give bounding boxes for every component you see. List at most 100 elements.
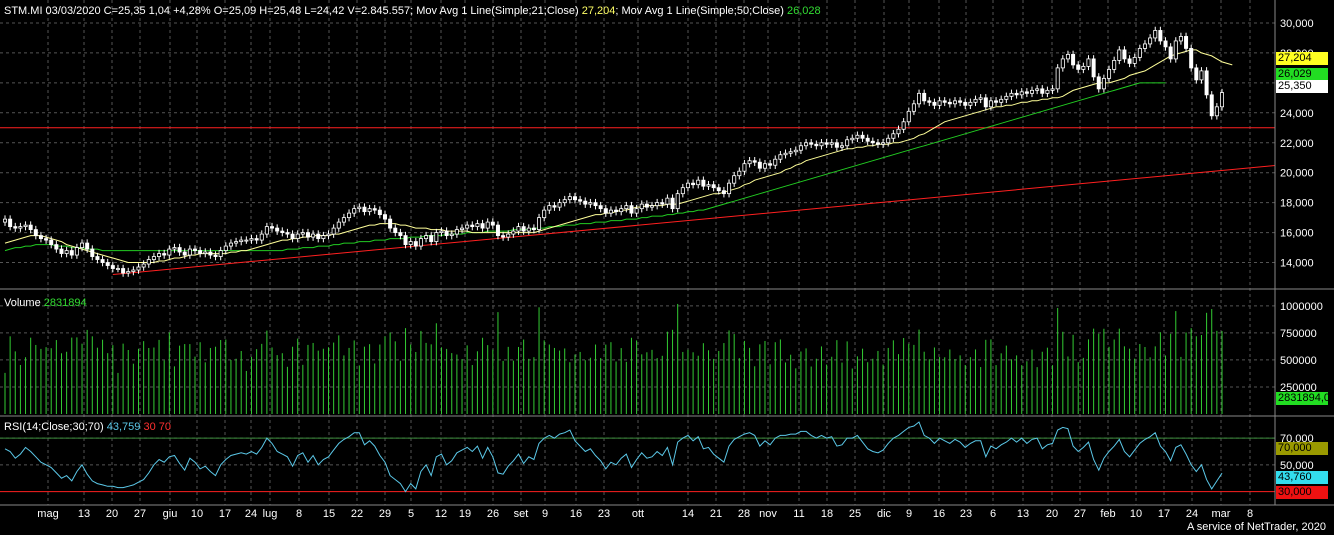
candle-body: [321, 235, 326, 239]
ma21-label: Mov Avg 1 Line(Simple;21;Close): [416, 5, 579, 17]
x-tick-label: 23: [960, 508, 972, 520]
candle-body: [398, 232, 403, 236]
volume-tag: 2831894,0: [1276, 392, 1328, 405]
candle-body: [470, 224, 475, 228]
candle-body: [1153, 30, 1158, 39]
candle-body: [685, 182, 690, 189]
candle-body: [608, 209, 613, 214]
candle-body: [192, 248, 197, 251]
candle-body: [696, 179, 701, 186]
candle-body: [33, 229, 38, 236]
candle-body: [382, 214, 387, 220]
credit-text: A service of NetTrader, 2020: [1187, 521, 1326, 533]
trend-lines: [0, 127, 1276, 276]
candle-body: [347, 212, 352, 219]
candle-body: [13, 226, 18, 229]
ma50-label: Mov Avg 1 Line(Simple;50;Close): [621, 5, 784, 17]
candle-body: [105, 262, 110, 266]
candle-body: [922, 92, 927, 102]
rsi-series-line: [4, 421, 1223, 493]
x-tick-label: 17: [219, 508, 231, 520]
candle-body: [434, 232, 439, 242]
candle-body: [999, 98, 1004, 103]
candle-body: [270, 226, 275, 229]
ma21-price-tag: 27,204: [1276, 52, 1328, 65]
rsi-high: 70: [158, 421, 172, 433]
candle-body: [141, 263, 146, 268]
candle-body: [444, 230, 449, 236]
candle-body: [798, 145, 803, 151]
x-tick-label: 12: [435, 508, 447, 520]
candle-body: [572, 196, 577, 201]
candle-body: [634, 208, 639, 214]
candle-body: [650, 205, 655, 208]
candle-body: [773, 158, 778, 166]
volume-tick-label: 1000000: [1280, 301, 1323, 313]
candle-body: [881, 142, 886, 145]
x-tick-label: 28: [738, 508, 750, 520]
candle-body: [942, 100, 947, 103]
candle-body: [1214, 106, 1219, 117]
candle-body: [829, 142, 834, 145]
candle-body: [290, 233, 295, 239]
x-tick-label: 22: [351, 508, 363, 520]
x-tick-label: 24: [245, 508, 257, 520]
chart-header: STM.MI 03/03/2020 C=25,35 1,04 +4,28% O=…: [4, 5, 821, 17]
candle-body: [177, 247, 182, 253]
candle-body: [865, 137, 870, 142]
x-tick-label: 8: [1247, 508, 1253, 520]
candle-body: [305, 232, 310, 238]
candle-body: [1163, 40, 1168, 48]
candle-body: [1096, 76, 1101, 90]
volume-tick-label: 250000: [1280, 382, 1317, 394]
candle-body: [768, 163, 773, 166]
x-tick-label: mar: [1212, 508, 1231, 520]
candle-body: [1081, 65, 1086, 70]
x-tick-label: dic: [877, 508, 892, 520]
candle-body: [1194, 67, 1199, 81]
candle-body: [547, 205, 552, 211]
candle-body: [495, 224, 500, 236]
candle-body: [95, 256, 100, 260]
candle-body: [598, 205, 603, 210]
candle-body: [485, 221, 490, 229]
candle-body: [1076, 64, 1081, 70]
candle-body: [408, 241, 413, 245]
candle-body: [1158, 30, 1163, 42]
x-tick-label: 26: [487, 508, 499, 520]
candle-body: [1204, 70, 1209, 96]
candle-body: [639, 203, 644, 210]
candle-body: [336, 221, 341, 229]
rsi-line: [0, 421, 1275, 493]
candle-body: [1168, 46, 1173, 60]
candle-body: [819, 142, 824, 147]
x-tick-label: ott: [632, 508, 644, 520]
candle-body: [511, 230, 516, 235]
candle-body: [1040, 88, 1045, 94]
x-tick-label: 8: [296, 508, 302, 520]
candle-body: [578, 199, 583, 202]
candle-body: [875, 142, 880, 145]
candle-body: [896, 128, 901, 135]
rsi-label: RSI(14;Close;30;70): [4, 421, 104, 433]
x-tick-label: 6: [990, 508, 996, 520]
candle-body: [121, 268, 126, 274]
x-tick-label: 13: [1017, 508, 1029, 520]
candle-body: [911, 103, 916, 112]
candle-body: [762, 163, 767, 169]
candle-body: [203, 251, 208, 254]
candle-body: [994, 100, 999, 103]
price-tick-label: 14,000: [1280, 258, 1314, 270]
candle-body: [295, 233, 300, 239]
rsi-low-tag: 30,000: [1276, 486, 1328, 499]
rsi-low: 30: [143, 421, 156, 433]
candle-body: [506, 233, 511, 238]
ma21-value: 27,204: [581, 5, 616, 17]
candle-body: [23, 224, 28, 228]
candle-body: [100, 259, 105, 263]
candle-body: [1019, 91, 1024, 96]
candle-body: [727, 182, 732, 195]
x-tick-label: feb: [1100, 508, 1115, 520]
candle-body: [680, 187, 685, 195]
